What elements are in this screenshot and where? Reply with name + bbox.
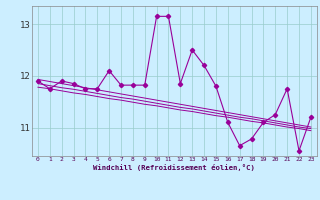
X-axis label: Windchill (Refroidissement éolien,°C): Windchill (Refroidissement éolien,°C): [93, 164, 255, 171]
